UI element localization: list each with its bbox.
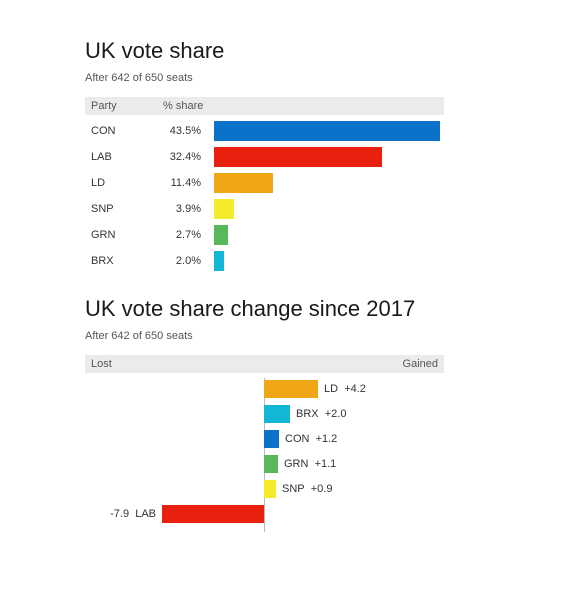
vote-change-header: Lost Gained <box>85 355 444 373</box>
vote-share-row-grn: GRN 2.7% <box>85 225 444 247</box>
share-bar-ld <box>214 173 273 193</box>
vote-change-subtitle: After 642 of 650 seats <box>85 330 193 342</box>
share-value-grn: 2.7% <box>175 229 201 241</box>
share-column-header: % share <box>163 100 204 112</box>
party-label-grn: GRN <box>91 229 116 241</box>
party-column-header: Party <box>91 100 117 112</box>
change-value-con: +1.2 <box>315 433 338 445</box>
share-bar-snp <box>214 199 234 219</box>
change-party-lab: LAB <box>135 508 156 520</box>
change-bar-grn <box>264 455 278 473</box>
share-bar-brx <box>214 251 224 271</box>
share-bar-grn <box>214 225 228 245</box>
vote-share-row-brx: BRX 2.0% <box>85 251 444 273</box>
share-bar-con <box>214 121 440 141</box>
change-bar-con <box>264 430 279 448</box>
gained-axis-label: Gained <box>402 358 438 370</box>
change-bar-lab <box>162 505 264 523</box>
change-bar-ld <box>264 380 318 398</box>
change-party-brx: BRX <box>296 408 319 420</box>
change-value-snp: +0.9 <box>310 483 333 495</box>
vote-share-row-con: CON 43.5% <box>85 121 444 143</box>
change-bar-brx <box>264 405 290 423</box>
change-label-ld: LD +4.2 <box>324 383 366 395</box>
share-value-brx: 2.0% <box>175 255 201 267</box>
change-party-con: CON <box>285 433 310 445</box>
change-party-grn: GRN <box>284 458 309 470</box>
share-value-lab: 32.4% <box>169 151 201 163</box>
change-label-grn: GRN +1.1 <box>284 458 336 470</box>
vote-share-row-lab: LAB 32.4% <box>85 147 444 169</box>
vote-share-subtitle: After 642 of 650 seats <box>85 72 193 84</box>
change-party-snp: SNP <box>282 483 305 495</box>
party-label-snp: SNP <box>91 203 114 215</box>
change-value-brx: +2.0 <box>324 408 347 420</box>
vote-share-row-snp: SNP 3.9% <box>85 199 444 221</box>
change-value-ld: +4.2 <box>344 383 366 395</box>
change-label-lab: -7.9 LAB <box>110 508 156 520</box>
change-bar-snp <box>264 480 276 498</box>
party-label-con: CON <box>91 125 116 137</box>
party-label-ld: LD <box>91 177 106 189</box>
vote-change-title: UK vote share change since 2017 <box>85 296 416 321</box>
vote-share-header: Party % share <box>85 97 444 115</box>
vote-share-title: UK vote share <box>85 38 225 63</box>
share-value-con: 43.5% <box>169 125 201 137</box>
share-value-ld: 11.4% <box>170 177 201 189</box>
party-label-brx: BRX <box>91 255 114 267</box>
change-value-grn: +1.1 <box>314 458 337 470</box>
change-label-con: CON +1.2 <box>285 433 337 445</box>
change-label-snp: SNP +0.9 <box>282 483 332 495</box>
share-value-snp: 3.9% <box>175 203 201 215</box>
vote-share-row-ld: LD 11.4% <box>85 173 444 195</box>
change-value-lab: -7.9 <box>110 508 130 520</box>
party-label-lab: LAB <box>91 151 112 163</box>
share-bar-lab <box>214 147 382 167</box>
change-label-brx: BRX +2.0 <box>296 408 346 420</box>
change-party-ld: LD <box>324 383 339 395</box>
lost-axis-label: Lost <box>91 358 112 370</box>
